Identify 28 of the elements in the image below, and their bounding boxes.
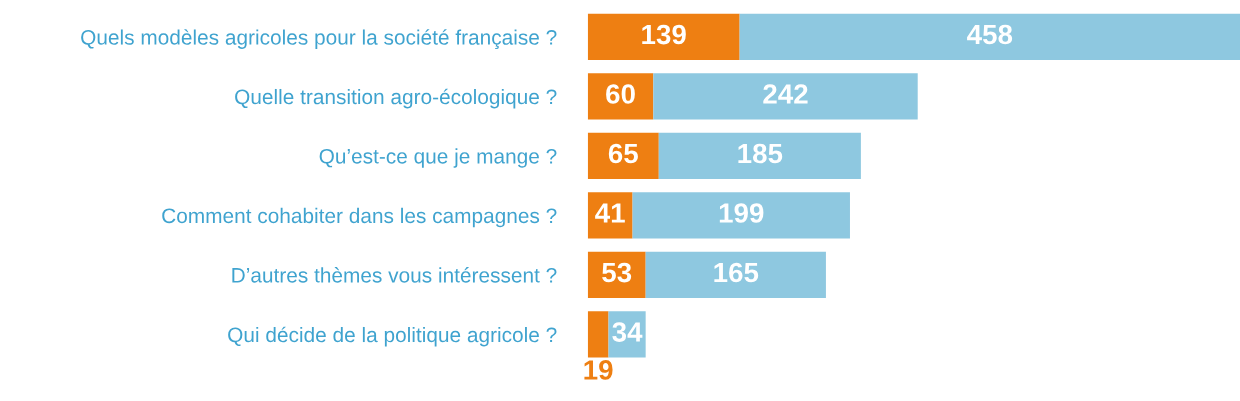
bar xyxy=(653,73,918,120)
y-tick-label: Comment cohabiter dans les campagnes ? xyxy=(162,207,557,228)
data-label: 458 xyxy=(967,24,1013,45)
bar xyxy=(587,132,659,180)
data-label: 60 xyxy=(606,84,635,104)
data-label: 185 xyxy=(738,143,783,164)
bar xyxy=(645,251,826,299)
y-tick-label: D’autres thèmes vous intéressent ? xyxy=(232,267,557,283)
bar xyxy=(587,192,633,239)
data-label: 139 xyxy=(642,24,686,45)
y-tick-label: Quelle transition agro-écologique ? xyxy=(235,88,557,109)
bar xyxy=(632,192,850,239)
data-label: 165 xyxy=(714,262,759,283)
bar xyxy=(587,311,609,358)
data-label: 19 xyxy=(584,360,613,380)
data-label: 242 xyxy=(763,84,808,104)
bar xyxy=(587,73,654,120)
data-label: 199 xyxy=(719,203,764,223)
bar xyxy=(658,132,861,180)
data-label: 65 xyxy=(608,143,638,164)
y-tick-label: Qui décide de la politique agricole ? xyxy=(228,326,557,347)
data-label: 53 xyxy=(602,262,632,283)
y-tick-label: Qu’est-ce que je mange ? xyxy=(319,148,557,168)
data-label: 34 xyxy=(612,322,643,342)
bar xyxy=(587,13,740,61)
data-label: 41 xyxy=(595,203,625,223)
y-tick-label: Quels modèles agricoles pour la société française ? xyxy=(81,29,557,49)
bar xyxy=(739,13,1240,61)
